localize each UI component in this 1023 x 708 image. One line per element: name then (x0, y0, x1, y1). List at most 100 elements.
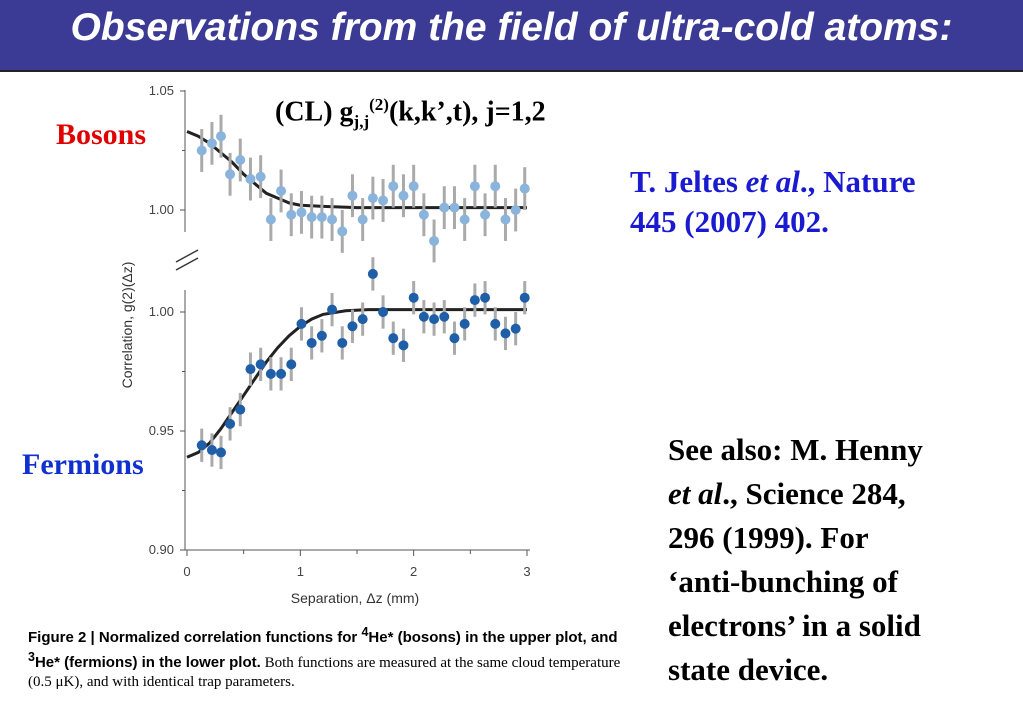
ref2-line5: electrons’ in a solid (668, 608, 921, 643)
fermions-data-point (490, 318, 501, 329)
fermions-data-point (196, 440, 207, 451)
fermions-data-point (216, 447, 226, 458)
x-tick-label: 1 (297, 564, 304, 579)
fermions-data-point (480, 292, 491, 303)
x-axis-label: Separation, Δz (mm) (291, 590, 419, 606)
figure-caption: Figure 2 | Normalized correlation functi… (28, 625, 621, 690)
bosons-data-point (276, 185, 287, 196)
caption-bold-2: He* (bosons) in the upper plot, and (368, 629, 618, 646)
fermions-data-point (429, 314, 440, 325)
ref2-etal: et al (668, 476, 723, 511)
title-banner: Observations from the field of ultra-col… (0, 0, 1023, 72)
bosons-data-point (500, 214, 511, 225)
bosons-data-point (449, 202, 460, 213)
bosons-data-point (316, 212, 327, 223)
fermions-data-point (265, 368, 276, 379)
fermions-data-point (245, 364, 256, 375)
bosons-data-point (510, 205, 521, 215)
fermions-data-point (255, 359, 266, 370)
bosons-data-point (519, 183, 530, 194)
ref2-line1: See also: M. Henny (668, 432, 923, 467)
bosons-data-point (480, 209, 491, 220)
fermions-data-point (347, 321, 358, 332)
bosons-data-point (490, 181, 501, 192)
fermions-data-point (316, 330, 327, 341)
caption-bold-3: He* (fermions) in the lower plot. (34, 654, 261, 671)
bosons-data-point (196, 145, 207, 156)
x-tick-label: 0 (183, 564, 190, 579)
bosons-data-point (378, 195, 389, 206)
axis-break-mark (175, 249, 199, 271)
fermions-data-point (206, 445, 217, 456)
bosons-data-point (245, 174, 256, 185)
ref2-line6: state device. (668, 652, 829, 687)
bosons-data-point (296, 207, 307, 218)
fermions-data-point (276, 368, 287, 379)
fermions-data-point (327, 304, 338, 315)
bosons-data-point (388, 181, 399, 192)
y-axis-label: Correlation, g(2)(Δz) (119, 262, 135, 389)
ref2-line3: 296 (1999). For (668, 520, 869, 555)
bosons-data-point (429, 235, 440, 246)
lower-y-tick-label: 0.90 (149, 542, 174, 557)
fermions-data-point (337, 337, 348, 348)
jeltes-reference: T. Jeltes et al., Nature 445 (2007) 402. (630, 162, 916, 242)
ref1-volume: 445 (2007) 402. (630, 204, 829, 239)
fermions-data-point (418, 311, 429, 322)
bosons-data-point (367, 193, 378, 204)
bosons-label: Bosons (56, 118, 147, 151)
fermions-data-point (519, 292, 530, 303)
formula-superscript: (2) (369, 95, 389, 114)
bosons-data-point (265, 214, 276, 225)
fermions-data-point (388, 333, 399, 344)
formula-suffix: (k,k’,t), j=1,2 (388, 96, 546, 128)
bosons-data-point (327, 214, 338, 225)
fermions-fit-curve (186, 308, 527, 459)
caption-figure-number: Figure 2 (28, 629, 87, 646)
upper-y-tick-label: 1.05 (149, 83, 174, 98)
bosons-data-point (459, 214, 470, 225)
correlation-formula: (CL) gj,j(2)(k,k’,t), j=1,2 (275, 95, 546, 132)
caption-he4-mass: 4 (361, 625, 369, 639)
henny-reference: See also: M. Henny et al., Science 284, … (668, 428, 1008, 692)
bosons-data-point (306, 212, 317, 223)
bosons-data-point (225, 169, 236, 180)
bosons-data-point (357, 214, 368, 225)
upper-y-tick-label: 1.00 (149, 202, 174, 217)
bosons-data-point (418, 209, 429, 220)
bosons-data-point (439, 202, 450, 213)
bosons-data-point (469, 181, 480, 192)
ref1-journal: ., Nature (799, 164, 916, 199)
caption-bold-1: Normalized correlation functions for (98, 629, 362, 646)
x-tick-label: 2 (410, 564, 417, 579)
fermions-data-point (500, 328, 511, 339)
lower-y-tick-label: 0.95 (149, 423, 174, 438)
bosons-data-point (255, 171, 266, 182)
bosons-fit-curve (186, 130, 527, 210)
lower-y-tick-label: 1.00 (149, 304, 174, 319)
fermions-label: Fermions (22, 448, 144, 481)
ref1-author: T. Jeltes (630, 164, 746, 199)
fermions-data-point (449, 333, 460, 344)
fermions-data-point (225, 418, 236, 429)
fermions-data-point (235, 404, 246, 415)
fermions-data-point (296, 318, 307, 329)
fermions-data-point (398, 340, 409, 351)
x-tick-label: 3 (523, 564, 530, 579)
fermions-data-point (408, 292, 419, 303)
fermions-data-point (439, 311, 450, 322)
ref2-line4: ‘anti-bunching of (668, 564, 898, 599)
formula-prefix: (CL) g (275, 96, 354, 128)
fermions-data-point (357, 314, 368, 325)
caption-text: Both functions are measured at the same … (28, 655, 621, 690)
bosons-data-point (216, 131, 226, 142)
fermions-data-point (510, 323, 521, 334)
bosons-data-point (286, 209, 297, 220)
slide-title: Observations from the field of ultra-col… (70, 6, 953, 49)
fermions-data-point (469, 295, 480, 306)
ref2-line2: ., Science 284, (722, 476, 906, 511)
bosons-data-point (408, 181, 419, 192)
bosons-data-point (347, 190, 358, 201)
bosons-data-point (398, 190, 409, 201)
